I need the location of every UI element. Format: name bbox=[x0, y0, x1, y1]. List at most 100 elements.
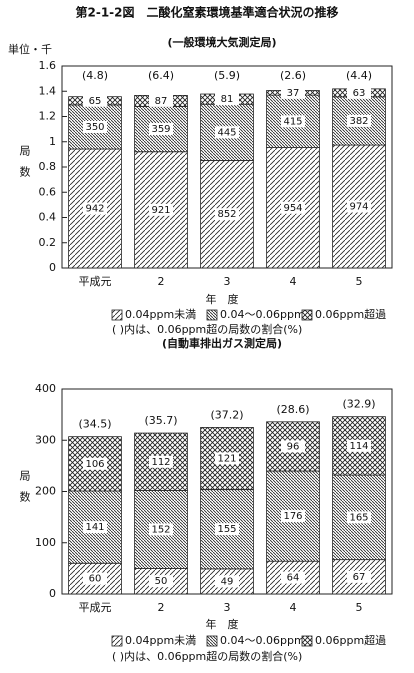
y-tick-label: 400 bbox=[35, 382, 56, 395]
label-bg bbox=[347, 511, 371, 524]
x-axis-label: 年 度 bbox=[206, 617, 239, 631]
label-bg bbox=[281, 510, 305, 523]
value-label: 112 bbox=[151, 457, 170, 468]
value-label: 176 bbox=[283, 511, 302, 522]
y-tick-label: 100 bbox=[35, 536, 56, 549]
y-axis-label: 局数 bbox=[18, 145, 31, 187]
annotation: (32.9) bbox=[342, 398, 375, 411]
legend-swatch bbox=[301, 635, 313, 647]
x-tick-label: 4 bbox=[290, 275, 297, 288]
label-bg bbox=[83, 94, 107, 107]
value-label: 382 bbox=[349, 116, 368, 127]
legend-swatch bbox=[301, 309, 313, 321]
y-tick-label: 1.2 bbox=[39, 110, 57, 123]
label-bg bbox=[149, 123, 173, 136]
y-tick-label: 1.4 bbox=[39, 84, 57, 97]
label-bg bbox=[215, 452, 239, 465]
x-tick-label: 5 bbox=[356, 601, 363, 614]
y-tick-label: 0.2 bbox=[39, 236, 57, 249]
label-bg bbox=[347, 86, 371, 99]
value-label: 359 bbox=[151, 124, 170, 135]
y-tick-label: 300 bbox=[35, 433, 56, 446]
value-label: 152 bbox=[151, 524, 170, 535]
annotation: (37.2) bbox=[210, 408, 243, 421]
value-label: 65 bbox=[89, 96, 102, 107]
label-bg bbox=[347, 570, 371, 583]
label-bg bbox=[215, 208, 239, 221]
chart-subtitle: (一般環境大気測定局) bbox=[167, 35, 276, 49]
value-label: 50 bbox=[155, 576, 168, 587]
legend-swatch bbox=[111, 309, 123, 321]
label-bg bbox=[83, 572, 107, 585]
x-tick-label: 平成元 bbox=[79, 601, 112, 614]
label-bg bbox=[83, 457, 107, 470]
value-label: 155 bbox=[217, 524, 236, 535]
label-bg bbox=[149, 575, 173, 588]
annotation: (34.5) bbox=[78, 418, 111, 431]
annotation: (6.4) bbox=[148, 69, 174, 82]
unit-label: 単位・千 bbox=[8, 42, 52, 56]
label-bg bbox=[83, 521, 107, 534]
value-label: 81 bbox=[221, 94, 234, 105]
legend-label: 0.04ppm未満 bbox=[125, 634, 196, 647]
value-label: 974 bbox=[349, 202, 368, 213]
annotation: (28.6) bbox=[276, 403, 309, 416]
value-label: 141 bbox=[85, 522, 104, 533]
annotation: (4.4) bbox=[346, 69, 372, 82]
value-label: 942 bbox=[85, 204, 104, 215]
x-tick-label: 3 bbox=[224, 275, 231, 288]
x-tick-label: 2 bbox=[158, 601, 165, 614]
legend-label: 0.04ppm未満 bbox=[125, 308, 196, 321]
value-label: 114 bbox=[349, 441, 368, 452]
label-bg bbox=[149, 523, 173, 536]
label-bg bbox=[215, 575, 239, 588]
value-label: 96 bbox=[287, 441, 300, 452]
label-bg bbox=[347, 439, 371, 452]
label-bg bbox=[215, 126, 239, 139]
label-bg bbox=[149, 455, 173, 468]
value-label: 87 bbox=[155, 96, 168, 107]
value-label: 954 bbox=[283, 203, 302, 214]
label-bg bbox=[347, 200, 371, 213]
value-label: 165 bbox=[349, 512, 368, 523]
x-tick-label: 3 bbox=[224, 601, 231, 614]
legend-label: 0.04～0.06ppm bbox=[220, 634, 305, 647]
annotation: (2.6) bbox=[280, 69, 306, 82]
y-tick-label: 0 bbox=[49, 587, 56, 600]
value-label: 350 bbox=[85, 122, 104, 133]
y-tick-label: 1 bbox=[49, 135, 56, 148]
label-bg bbox=[149, 203, 173, 216]
x-axis-label: 年 度 bbox=[206, 292, 239, 306]
legend-swatch bbox=[206, 635, 218, 647]
label-bg bbox=[83, 202, 107, 215]
label-bg bbox=[215, 93, 239, 106]
y-tick-label: 0.6 bbox=[39, 185, 57, 198]
y-axis-label: 局数 bbox=[18, 470, 31, 512]
y-tick-label: 0.4 bbox=[39, 211, 57, 224]
value-label: 921 bbox=[151, 205, 170, 216]
value-label: 121 bbox=[217, 453, 236, 464]
label-bg bbox=[281, 201, 305, 214]
value-label: 49 bbox=[221, 576, 234, 587]
x-tick-label: 4 bbox=[290, 601, 297, 614]
value-label: 67 bbox=[353, 572, 366, 583]
legend-label: 0.06ppm超過 bbox=[315, 633, 386, 647]
label-bg bbox=[149, 94, 173, 107]
y-tick-label: 200 bbox=[35, 485, 56, 498]
annotation: (35.7) bbox=[144, 414, 177, 427]
note: ( )内は、0.06ppm超の局数の割合(%) bbox=[112, 649, 302, 663]
x-tick-label: 2 bbox=[158, 275, 165, 288]
label-bg bbox=[281, 440, 305, 453]
label-bg bbox=[215, 523, 239, 536]
label-bg bbox=[347, 114, 371, 127]
note: ( )内は、0.06ppm超の局数の割合(%) bbox=[112, 322, 302, 336]
label-bg bbox=[281, 86, 305, 99]
x-tick-label: 平成元 bbox=[79, 275, 112, 288]
label-bg bbox=[281, 115, 305, 128]
value-label: 60 bbox=[89, 574, 102, 585]
value-label: 445 bbox=[217, 127, 236, 138]
annotation: (5.9) bbox=[214, 69, 240, 82]
legend-label: 0.04～0.06ppm bbox=[220, 308, 305, 321]
y-tick-label: 1.6 bbox=[39, 59, 57, 72]
